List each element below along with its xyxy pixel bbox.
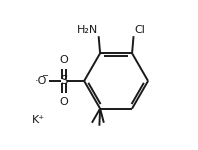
Text: ·O: ·O — [35, 76, 47, 86]
Text: O: O — [60, 55, 69, 65]
Text: S: S — [60, 74, 68, 87]
Text: Cl: Cl — [134, 25, 145, 35]
Text: H₂N: H₂N — [77, 25, 98, 35]
Text: −: − — [41, 71, 48, 80]
Text: K⁺: K⁺ — [32, 115, 45, 125]
Text: O: O — [60, 97, 69, 106]
